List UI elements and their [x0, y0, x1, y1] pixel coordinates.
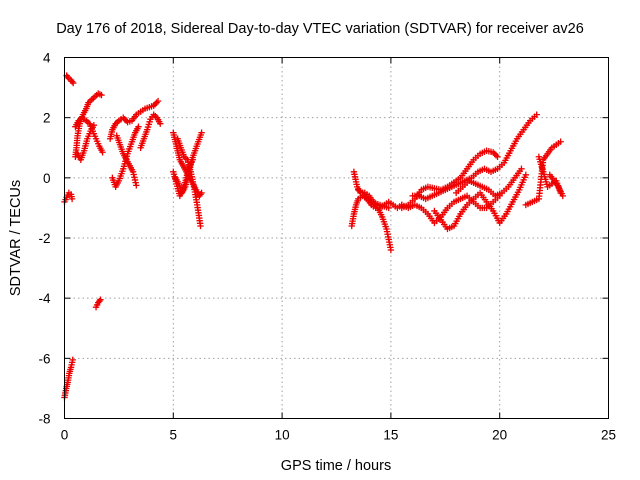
series-t5 — [72, 90, 105, 160]
y-tick-label: 2 — [43, 111, 51, 126]
series-t16 — [348, 192, 392, 230]
series-t17 — [350, 168, 395, 254]
series-t18 — [355, 186, 405, 212]
y-axis-label: SDTVAR / TECUs — [8, 180, 24, 296]
series-t21 — [409, 111, 540, 203]
data-point — [68, 195, 76, 203]
data-point — [494, 153, 501, 160]
series-t10 — [113, 132, 140, 189]
data-point — [522, 171, 530, 179]
data-point — [492, 152, 500, 159]
x-axis-label: GPS time / hours — [281, 458, 391, 474]
series-t26 — [546, 171, 567, 200]
plot-frame — [64, 57, 609, 419]
data-point — [70, 79, 77, 87]
series-t22 — [431, 171, 530, 233]
series-t4 — [92, 296, 104, 311]
data-point — [90, 121, 98, 129]
data-points — [61, 72, 567, 401]
data-point — [69, 356, 76, 364]
x-tick-label: 25 — [601, 428, 616, 443]
data-point — [157, 120, 164, 127]
data-point — [198, 189, 205, 197]
series-t1 — [61, 189, 76, 206]
y-tick-label: 0 — [43, 171, 51, 186]
series-t15 — [170, 156, 197, 200]
chart-title: Day 176 of 2018, Sidereal Day-to-day VTE… — [56, 21, 584, 37]
series-t8 — [106, 97, 162, 142]
series-t23 — [452, 165, 525, 200]
data-point — [99, 149, 106, 156]
x-tick-label: 15 — [383, 428, 398, 443]
series-t3 — [61, 356, 76, 401]
data-point — [557, 138, 564, 145]
data-point — [559, 192, 567, 200]
data-point — [154, 97, 162, 105]
grid — [64, 57, 609, 419]
data-point — [133, 182, 140, 189]
data-point — [387, 246, 395, 254]
data-point — [98, 91, 105, 99]
y-tick-labels: -8 -6 -4 -2 0 2 4 — [38, 51, 51, 427]
y-tick-label: -8 — [38, 412, 50, 427]
y-tick-label: -2 — [38, 231, 50, 246]
data-point — [518, 165, 525, 173]
data-point — [153, 99, 160, 106]
y-tick-label: -4 — [38, 291, 50, 306]
x-tick-label: 5 — [170, 428, 178, 443]
series-t2 — [63, 72, 77, 87]
data-point — [385, 204, 392, 212]
x-tick-labels: 0 5 10 15 20 25 — [61, 428, 616, 443]
data-point — [64, 73, 71, 81]
data-point — [97, 296, 104, 303]
y-tick-label: -6 — [38, 351, 50, 366]
data-point — [189, 156, 197, 163]
data-point — [198, 129, 205, 136]
x-tick-label: 0 — [61, 428, 69, 443]
data-point — [197, 222, 204, 230]
series-t9 — [109, 123, 142, 191]
series-t7 — [74, 121, 98, 163]
data-point — [68, 78, 76, 85]
x-tick-label: 20 — [492, 428, 507, 443]
y-tick-label: 4 — [43, 51, 51, 66]
data-point — [122, 117, 130, 124]
series-t14 — [174, 135, 204, 230]
data-point — [533, 111, 540, 118]
x-tick-label: 10 — [275, 428, 290, 443]
series-t11 — [137, 111, 164, 151]
data-point — [135, 123, 142, 130]
